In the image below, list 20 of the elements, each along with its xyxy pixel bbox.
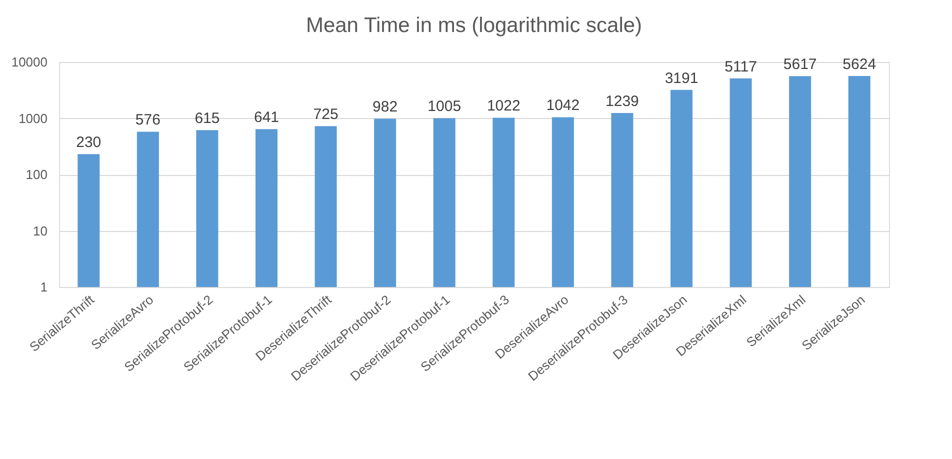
data-label: 1022: [486, 98, 520, 115]
y-tick-label: 1: [40, 280, 48, 294]
data-label: 1042: [546, 97, 580, 114]
data-label: 1005: [428, 98, 462, 116]
data-label: 576: [135, 112, 160, 129]
data-label: 3191: [664, 70, 698, 87]
data-label: 982: [372, 98, 398, 116]
data-label: 230: [76, 134, 102, 152]
chart-title: Mean Time in ms (logarithmic scale): [306, 14, 642, 37]
y-tick-label: 1000: [18, 110, 48, 126]
data-label: 615: [194, 110, 220, 128]
data-label: 5624: [842, 56, 876, 74]
y-tick-label: 10000: [11, 54, 48, 70]
data-label: 725: [313, 106, 338, 124]
y-tick-label: 10: [33, 223, 48, 238]
y-tick-label: 100: [26, 167, 48, 182]
data-label: 1239: [606, 93, 639, 110]
data-label: 5117: [724, 58, 757, 76]
data-label: 641: [254, 109, 280, 126]
data-label: 5617: [783, 56, 817, 74]
